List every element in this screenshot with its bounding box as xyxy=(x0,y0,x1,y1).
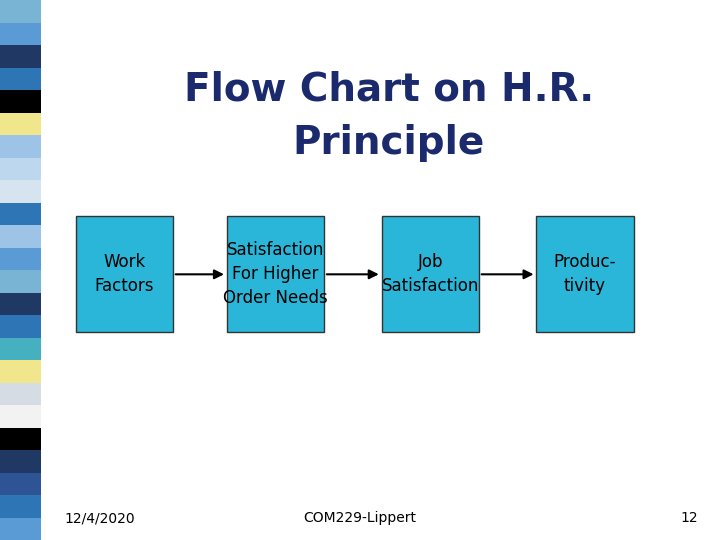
FancyBboxPatch shape xyxy=(536,216,634,332)
FancyBboxPatch shape xyxy=(0,90,41,112)
FancyBboxPatch shape xyxy=(0,0,41,23)
FancyBboxPatch shape xyxy=(382,216,479,332)
Text: 12/4/2020: 12/4/2020 xyxy=(65,511,135,525)
FancyBboxPatch shape xyxy=(0,180,41,202)
Text: Job
Satisfaction: Job Satisfaction xyxy=(382,253,479,295)
FancyBboxPatch shape xyxy=(0,202,41,225)
Text: Satisfaction
For Higher
Order Needs: Satisfaction For Higher Order Needs xyxy=(223,241,328,307)
FancyBboxPatch shape xyxy=(76,216,173,332)
FancyBboxPatch shape xyxy=(0,112,41,135)
FancyBboxPatch shape xyxy=(0,23,41,45)
Text: Produc-
tivity: Produc- tivity xyxy=(554,253,616,295)
FancyBboxPatch shape xyxy=(0,68,41,90)
FancyBboxPatch shape xyxy=(0,382,41,405)
Text: Principle: Principle xyxy=(292,124,485,162)
FancyBboxPatch shape xyxy=(0,338,41,360)
FancyBboxPatch shape xyxy=(0,247,41,270)
FancyBboxPatch shape xyxy=(0,360,41,382)
FancyBboxPatch shape xyxy=(0,293,41,315)
Text: COM229-Lippert: COM229-Lippert xyxy=(304,511,416,525)
FancyBboxPatch shape xyxy=(0,450,41,472)
FancyBboxPatch shape xyxy=(0,270,41,293)
FancyBboxPatch shape xyxy=(0,472,41,495)
FancyBboxPatch shape xyxy=(0,517,41,540)
FancyBboxPatch shape xyxy=(0,45,41,68)
FancyBboxPatch shape xyxy=(0,225,41,247)
FancyBboxPatch shape xyxy=(0,495,41,517)
FancyBboxPatch shape xyxy=(0,135,41,158)
FancyBboxPatch shape xyxy=(227,216,324,332)
Text: 12: 12 xyxy=(681,511,698,525)
FancyBboxPatch shape xyxy=(0,158,41,180)
Text: Flow Chart on H.R.: Flow Chart on H.R. xyxy=(184,70,594,108)
Text: Work
Factors: Work Factors xyxy=(94,253,154,295)
FancyBboxPatch shape xyxy=(0,428,41,450)
FancyBboxPatch shape xyxy=(0,405,41,428)
FancyBboxPatch shape xyxy=(0,315,41,338)
